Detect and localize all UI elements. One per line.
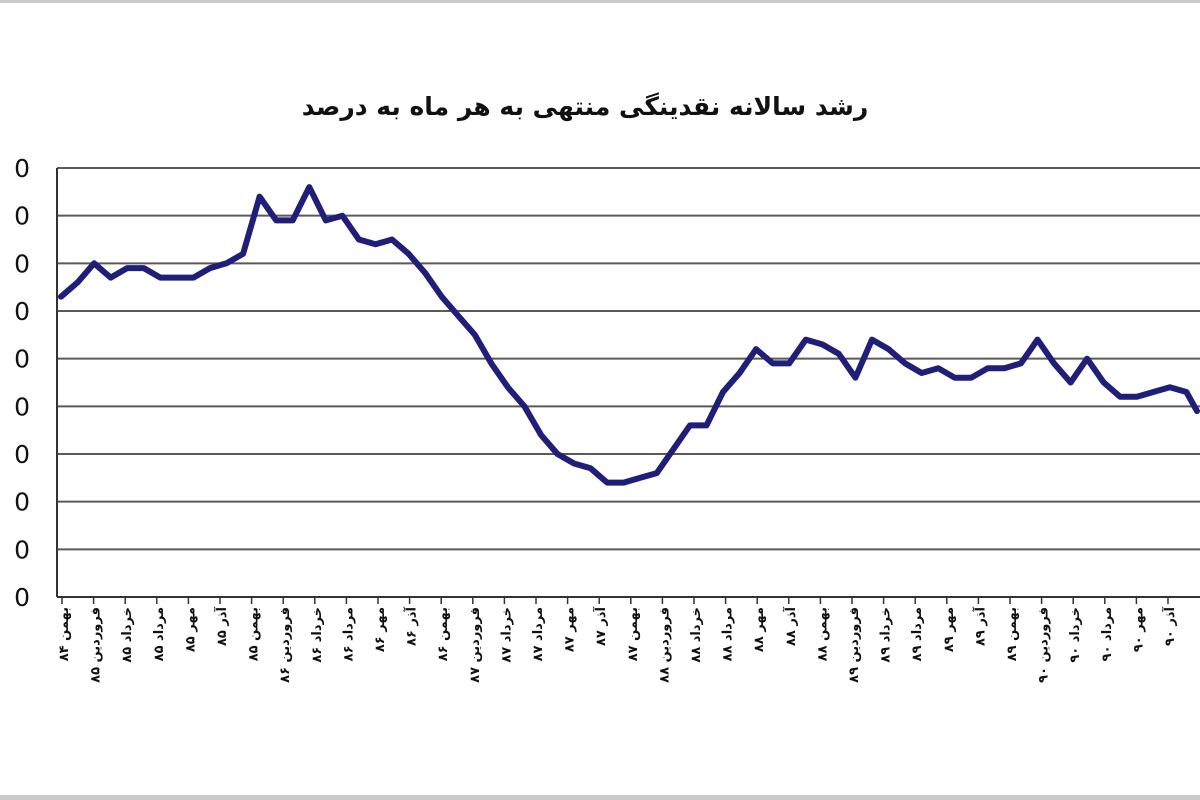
series-line	[58, 184, 1200, 486]
x-axis-tick-labels: بهمن ۸۴ فروردین ۸۵ خرداد ۸۵ مرداد ۸۵ مهر ۸۵ آ…	[57, 597, 1178, 683]
x-tick-label: فروردین ۸۹	[847, 607, 862, 683]
x-tick-label: خرداد ۹۰	[1068, 607, 1083, 663]
x-tick-label: فروردین ۸۵	[89, 607, 104, 683]
x-tick-label: خرداد ۸۵	[120, 607, 135, 663]
x-tick-label: مرداد ۸۷	[531, 607, 546, 661]
x-tick-label: آذر ۸۵	[213, 606, 230, 646]
gridlines	[57, 167, 1200, 551]
axes	[56, 168, 1200, 598]
y-tick-label: 0	[14, 535, 30, 564]
x-tick-label: مرداد ۸۵	[152, 607, 167, 661]
x-tick-label: مرداد ۸۹	[910, 607, 925, 661]
x-tick-label: فروردین ۸۷	[468, 607, 483, 683]
x-tick-label: بهمن ۸۹	[1005, 607, 1020, 661]
x-tick-label: مهر ۹۰	[1131, 607, 1146, 652]
y-tick-label: 0	[14, 297, 30, 326]
y-tick-label: 0	[14, 583, 30, 612]
x-tick-label: فروردین ۹۰	[1037, 607, 1052, 683]
x-tick-label: مهر ۸۸	[752, 607, 767, 652]
x-tick-label: فروردین ۸۶	[278, 607, 293, 683]
x-tick-label: مهر ۸۶	[373, 607, 388, 652]
x-tick-label: بهمن ۸۵	[247, 607, 262, 661]
x-tick-label: خرداد ۸۷	[499, 607, 514, 663]
chart-title: رشد سالانه نقدینگی منتهی به هر ماه به در…	[301, 92, 869, 121]
x-tick-label: بهمن ۸۸	[815, 607, 830, 661]
x-tick-label: آذر ۸۷	[592, 606, 609, 646]
y-tick-label: 0	[14, 345, 30, 374]
y-tick-label: 0	[14, 202, 30, 231]
y-tick-label: 0	[14, 440, 30, 469]
x-tick-label: بهمن ۸۷	[626, 607, 641, 661]
x-tick-label: مرداد ۸۶	[341, 607, 356, 661]
x-tick-label: بهمن ۸۶	[436, 607, 451, 661]
x-tick-label: آذر ۹۰	[1161, 606, 1178, 646]
x-tick-label: آذر ۸۹	[971, 606, 988, 646]
y-tick-label: 0	[14, 488, 30, 517]
y-tick-label: 0	[14, 154, 30, 183]
x-tick-label: مهر ۸۷	[563, 607, 578, 652]
bottom-frame-border	[0, 795, 1200, 800]
x-tick-label: مهر ۸۹	[942, 607, 957, 652]
y-tick-label: 0	[14, 392, 30, 421]
x-tick-label: خرداد ۸۶	[310, 607, 325, 663]
y-axis-tick-labels: 0 0 0 0 0 0 0 0 0 0	[14, 154, 30, 612]
series-layer	[58, 184, 1200, 486]
x-tick-label: فروردین ۸۸	[657, 607, 672, 683]
x-tick-label: خرداد ۸۹	[879, 607, 894, 663]
y-tick-label: 0	[14, 249, 30, 278]
x-tick-label: آذر ۸۶	[403, 606, 420, 646]
x-tick-label: مهر ۸۵	[183, 607, 198, 652]
x-tick-label: خرداد ۸۸	[689, 607, 704, 663]
x-tick-label: بهمن ۸۴	[57, 607, 72, 661]
top-frame-border	[0, 0, 1200, 3]
x-tick-label: مرداد ۹۰	[1100, 607, 1115, 661]
x-tick-label: آذر ۸۸	[782, 606, 799, 646]
x-tick-label: مرداد ۸۸	[721, 607, 736, 661]
